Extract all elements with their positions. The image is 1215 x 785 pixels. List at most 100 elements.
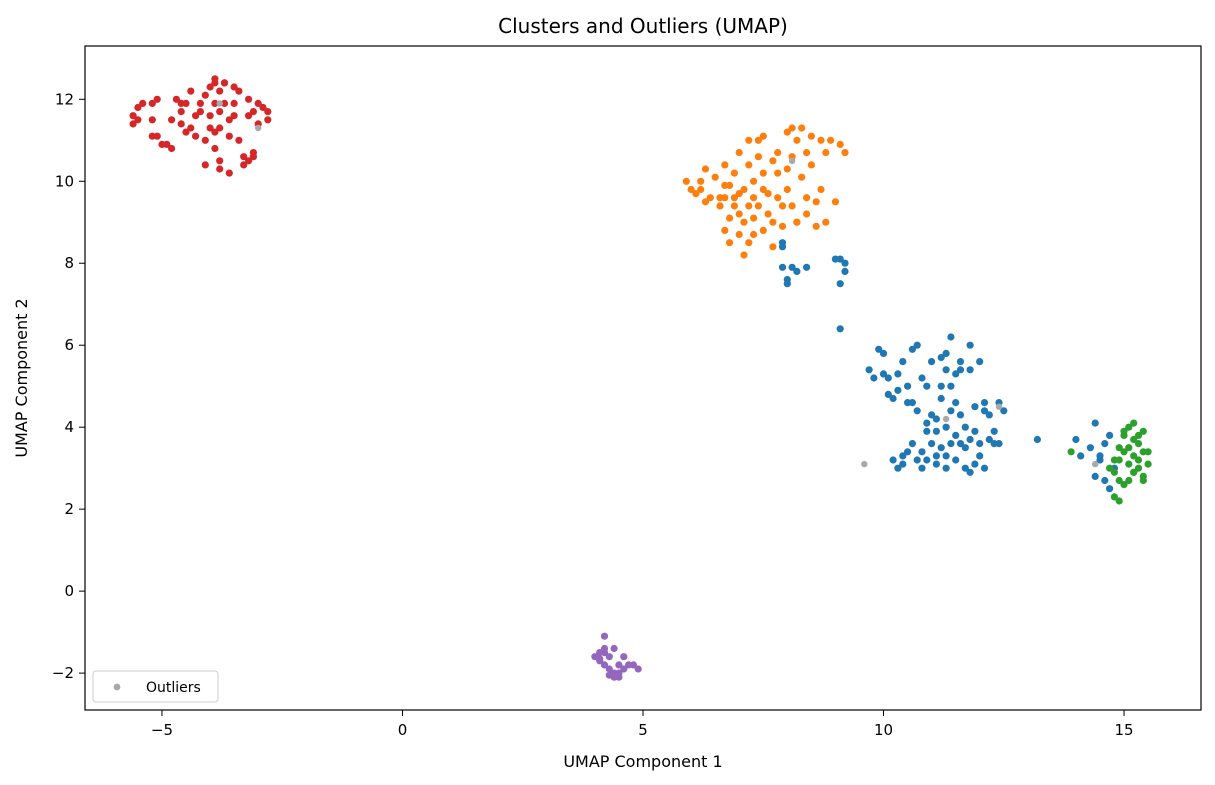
series-6-point-6: [1092, 460, 1099, 468]
series-4-point-4: [1115, 497, 1123, 505]
series-2-point-63: [952, 399, 960, 407]
series-0-point-11: [163, 140, 171, 148]
series-2-point-67: [956, 411, 965, 419]
series-1-point-16: [726, 214, 734, 222]
series-0-point-47: [230, 99, 238, 107]
series-1-point-45: [769, 218, 777, 226]
series-2-point-94: [923, 382, 931, 390]
series-2-point-79: [976, 358, 984, 366]
series-2-point-10: [841, 259, 849, 267]
series-2-point-90: [1000, 407, 1008, 415]
series-0-point-4: [139, 99, 147, 107]
series-4-point-22: [1139, 427, 1147, 435]
series-2-point-13: [836, 325, 844, 333]
series-0-point-51: [240, 153, 248, 161]
series-1-point-31: [750, 230, 758, 239]
series-2-point-66: [956, 440, 965, 448]
series-2-point-39: [918, 448, 926, 456]
series-2-point-92: [1033, 435, 1041, 444]
series-1-point-35: [754, 153, 763, 161]
series-4: [1067, 419, 1152, 505]
legend-outliers-label: Outliers: [146, 680, 201, 696]
series-0-point-42: [220, 99, 229, 107]
series-2-point-55: [942, 423, 950, 431]
x-tick-label: 5: [638, 721, 648, 739]
series-1-point-18: [730, 202, 739, 210]
series-1-point-25: [740, 251, 748, 259]
series-1-point-29: [745, 161, 753, 169]
series-2-point-65: [952, 456, 960, 464]
series-2-point-70: [961, 423, 969, 431]
series-2-point-83: [980, 464, 989, 472]
series-1-point-46: [774, 194, 782, 202]
series-0-point-37: [216, 124, 224, 132]
series-5-point-16: [620, 665, 628, 673]
series-2-point-32: [908, 399, 917, 407]
series-3-point-1: [1077, 452, 1085, 460]
series-2-point-14: [865, 366, 873, 374]
series-3-point-4: [1091, 472, 1099, 480]
series-2-point-81: [976, 440, 984, 448]
series-0-point-36: [216, 108, 224, 116]
series-2-point-24: [894, 386, 902, 394]
series-1-point-20: [730, 194, 739, 202]
series-2-point-12: [836, 280, 844, 288]
series-2-point-9: [836, 255, 844, 263]
series-0-point-21: [187, 124, 195, 132]
series-0-point-45: [225, 169, 233, 177]
series-1-point-1: [687, 185, 695, 194]
series-2-point-75: [966, 341, 974, 349]
series-2-point-44: [928, 440, 936, 448]
series-1-point-48: [774, 149, 782, 157]
y-tick-label: 0: [64, 582, 74, 600]
series-4-point-2: [1110, 493, 1118, 501]
series-1-point-72: [827, 136, 835, 144]
series-1-point-67: [812, 222, 820, 230]
series-1-point-12: [721, 194, 729, 202]
series-2-point-80: [976, 452, 984, 460]
series-1-point-9: [716, 202, 724, 210]
series-6-point-0: [216, 100, 223, 107]
series-0-point-33: [211, 128, 219, 136]
series-0-point-63: [264, 108, 272, 116]
series-1: [682, 124, 849, 259]
series-1-point-55: [788, 202, 796, 210]
series-2-point-15: [870, 374, 878, 382]
series-1-point-59: [798, 124, 806, 132]
series-2-point-30: [904, 382, 912, 390]
series-2-point-6: [793, 267, 801, 275]
series-6-point-5: [995, 403, 1003, 410]
series-1-point-44: [769, 157, 777, 165]
series-4-point-24: [1144, 448, 1152, 456]
series-0-point-55: [245, 157, 253, 165]
series-2-point-35: [913, 456, 921, 464]
series-2-point-76: [971, 460, 979, 468]
series-6-point-1: [255, 124, 262, 132]
series-2-point-84: [980, 399, 989, 407]
series-4-point-0: [1067, 448, 1075, 456]
series-1-point-2: [692, 190, 700, 198]
series-2-point-87: [990, 427, 998, 435]
series-0-point-24: [196, 108, 204, 116]
y-tick-label: 8: [64, 254, 74, 272]
series-2-point-28: [899, 460, 907, 468]
series-3-point-8: [1106, 485, 1114, 493]
series-1-point-41: [759, 132, 767, 140]
series-0-point-29: [206, 124, 214, 132]
series-2-point-7: [803, 263, 811, 271]
series-0-point-23: [192, 132, 200, 140]
series-0-point-39: [216, 165, 224, 173]
series-5-point-13: [615, 669, 623, 677]
series-0-point-43: [225, 116, 233, 124]
series-2-point-57: [942, 349, 950, 357]
series-0-point-49: [235, 87, 243, 95]
series-1-point-75: [841, 149, 849, 157]
series-1-point-32: [750, 214, 758, 222]
series-2-point-86: [985, 411, 993, 419]
series-0-point-13: [168, 116, 176, 124]
series-2-point-96: [942, 464, 950, 472]
series-5-point-6: [600, 632, 609, 640]
series-2-point-48: [932, 460, 941, 468]
series-2-point-42: [923, 419, 931, 427]
series-0-point-2: [134, 103, 142, 112]
